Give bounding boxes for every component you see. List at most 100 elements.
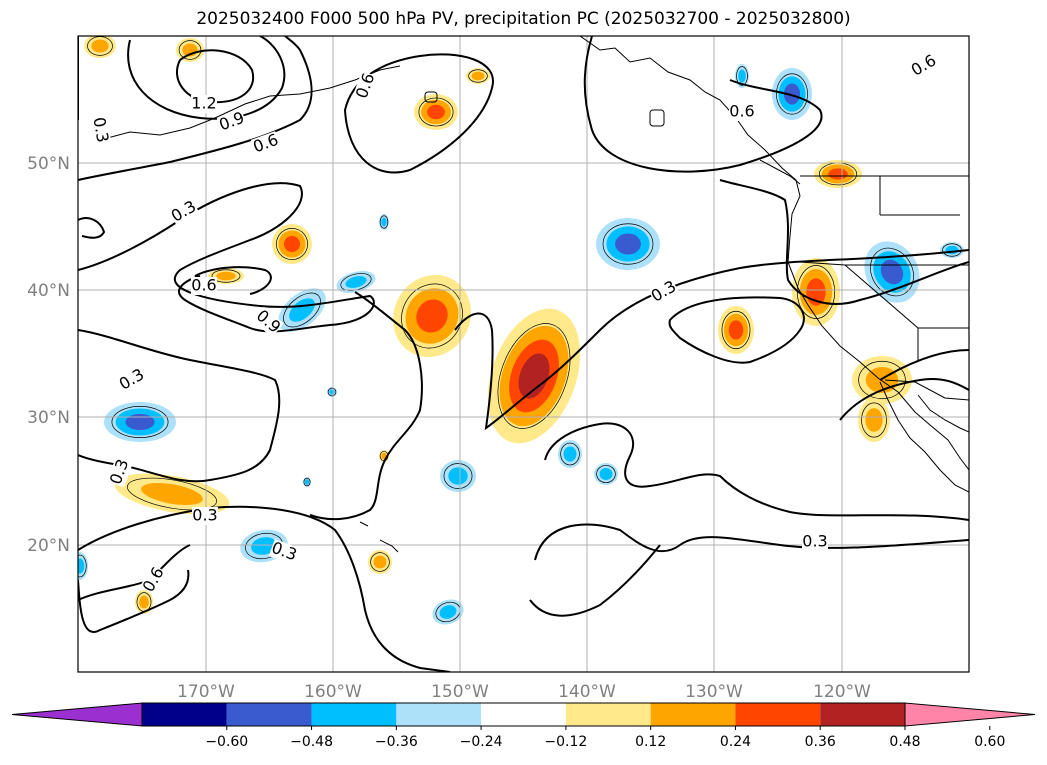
- pv-contour-0-3-west-small: [78, 217, 106, 239]
- colorbar-tick-label: 0.60: [974, 734, 1005, 750]
- coastline-north-america: [579, 36, 969, 471]
- contour-label: 1.2: [191, 94, 216, 113]
- precip-outline: [736, 66, 748, 86]
- precip-cell: [272, 224, 312, 264]
- precip-outline: [870, 247, 914, 297]
- pv-contour-0-3-central: [454, 249, 969, 431]
- colorbar-segment: [650, 703, 736, 726]
- lon-label-120w: 120°W: [813, 682, 871, 702]
- precip-cell: [303, 477, 311, 487]
- precip-level: [216, 271, 236, 281]
- precip-cell: [368, 550, 392, 574]
- precip-cell: [336, 271, 376, 293]
- precip-level: [471, 71, 485, 81]
- pv-contour-0-6-ridge: [194, 266, 272, 295]
- pv-contour-0-3-trough: [309, 291, 423, 521]
- precip-level: [78, 558, 85, 574]
- colorbar-tick-label: −0.48: [290, 734, 333, 750]
- pv-contour-1-2: [175, 49, 255, 104]
- border-us-mexico: [884, 379, 969, 401]
- precip-outline: [497, 323, 571, 429]
- colorbar-tick-label: −0.24: [460, 734, 503, 750]
- colorbar-tick-label: 0.48: [889, 734, 920, 750]
- lon-label-170w: 170°W: [177, 682, 235, 702]
- contour-label-bg: [908, 51, 940, 81]
- precip-level: [828, 168, 848, 180]
- contour-label: 0.3: [192, 506, 217, 525]
- colorbar: [11, 702, 1036, 727]
- precip-level: [329, 389, 335, 395]
- precip-cell: [78, 552, 88, 580]
- precip-level: [345, 276, 367, 288]
- precip-cell: [858, 398, 890, 442]
- colorbar-segment: [735, 703, 821, 726]
- contour-label-bg: [88, 115, 112, 145]
- precip-outline: [468, 69, 488, 83]
- contour-label-bg: [252, 306, 284, 338]
- precip-level: [615, 233, 641, 255]
- precip-outline: [602, 223, 654, 265]
- lon-label-160w: 160°W: [304, 682, 362, 702]
- lat-label-40n: 40°N: [27, 281, 70, 301]
- contour-label-bg: [729, 103, 755, 121]
- contour-label-bg: [648, 277, 680, 307]
- precip-cell: [104, 402, 176, 442]
- contour-label-bg: [192, 507, 218, 525]
- lat-labels: 50°N 40°N 30°N 20°N: [27, 154, 70, 556]
- precip-cell: [718, 306, 754, 354]
- pv-contour-0-3-se-loop: [839, 349, 969, 421]
- precip-level: [738, 69, 746, 83]
- contour-label: 0.3: [89, 116, 112, 144]
- colorbar-segment: [142, 703, 227, 726]
- precip-outline: [721, 310, 751, 350]
- precip-outline: [370, 552, 390, 572]
- colorbar-tick-label: 0.36: [805, 734, 836, 750]
- precip-level: [427, 104, 445, 120]
- precip-level: [283, 235, 301, 253]
- precip-level: [125, 413, 155, 431]
- island-alaska-small: [424, 91, 438, 103]
- precip-cell: [414, 94, 458, 130]
- colorbar-segment: [226, 703, 312, 726]
- islands-hawaii: [359, 521, 399, 553]
- precip-level: [599, 468, 613, 480]
- coastline-vancouver-island: [759, 159, 801, 185]
- precip-outline: [87, 36, 113, 56]
- contour-label-bg: [250, 131, 282, 157]
- lat-label-50n: 50°N: [27, 154, 70, 174]
- colorbar-tick-label: −0.60: [205, 734, 248, 750]
- contour-label: 0.6: [191, 276, 216, 295]
- precip-cell: [432, 599, 464, 625]
- pv-contour-0-3-subtrop-east: [534, 523, 969, 561]
- precip-outline: [111, 406, 169, 438]
- contour-label-bg: [191, 95, 217, 113]
- precip-outline: [776, 73, 808, 115]
- precip-level: [251, 537, 277, 555]
- colorbar-tick-label: 0.24: [720, 734, 751, 750]
- precip-outline: [127, 477, 217, 511]
- pv-contour-0-6-alaska: [583, 36, 823, 173]
- precip-level: [439, 605, 457, 619]
- precip-outline: [379, 215, 389, 229]
- precip-outline: [418, 97, 454, 127]
- precip-outline: [858, 360, 906, 400]
- precip-level: [304, 479, 310, 485]
- pv-contour-0-6-gulf: [343, 53, 494, 174]
- precip-level: [381, 217, 387, 227]
- precip-level: [373, 555, 387, 569]
- pv-contour-0-3-south-loop: [78, 569, 190, 633]
- precip-level: [141, 482, 203, 506]
- contour-label-bg: [139, 564, 169, 596]
- colorbar-segment: [481, 703, 566, 726]
- pv-contour-0-3-east-loop: [719, 179, 969, 305]
- colorbar-extend-low: [11, 702, 143, 727]
- colorbar-ticks: −0.60 −0.48 −0.36 −0.24 −0.12 0.12 0.24 0.36 0.4…: [205, 726, 1005, 750]
- precip-cell: [772, 68, 812, 120]
- colorbar-tick-label: −0.12: [544, 734, 587, 750]
- precip-cell: [392, 274, 472, 358]
- precip-cell: [594, 463, 618, 485]
- precip-level: [139, 595, 149, 609]
- contour-label-bg: [353, 70, 379, 102]
- precip-outline: [861, 402, 887, 438]
